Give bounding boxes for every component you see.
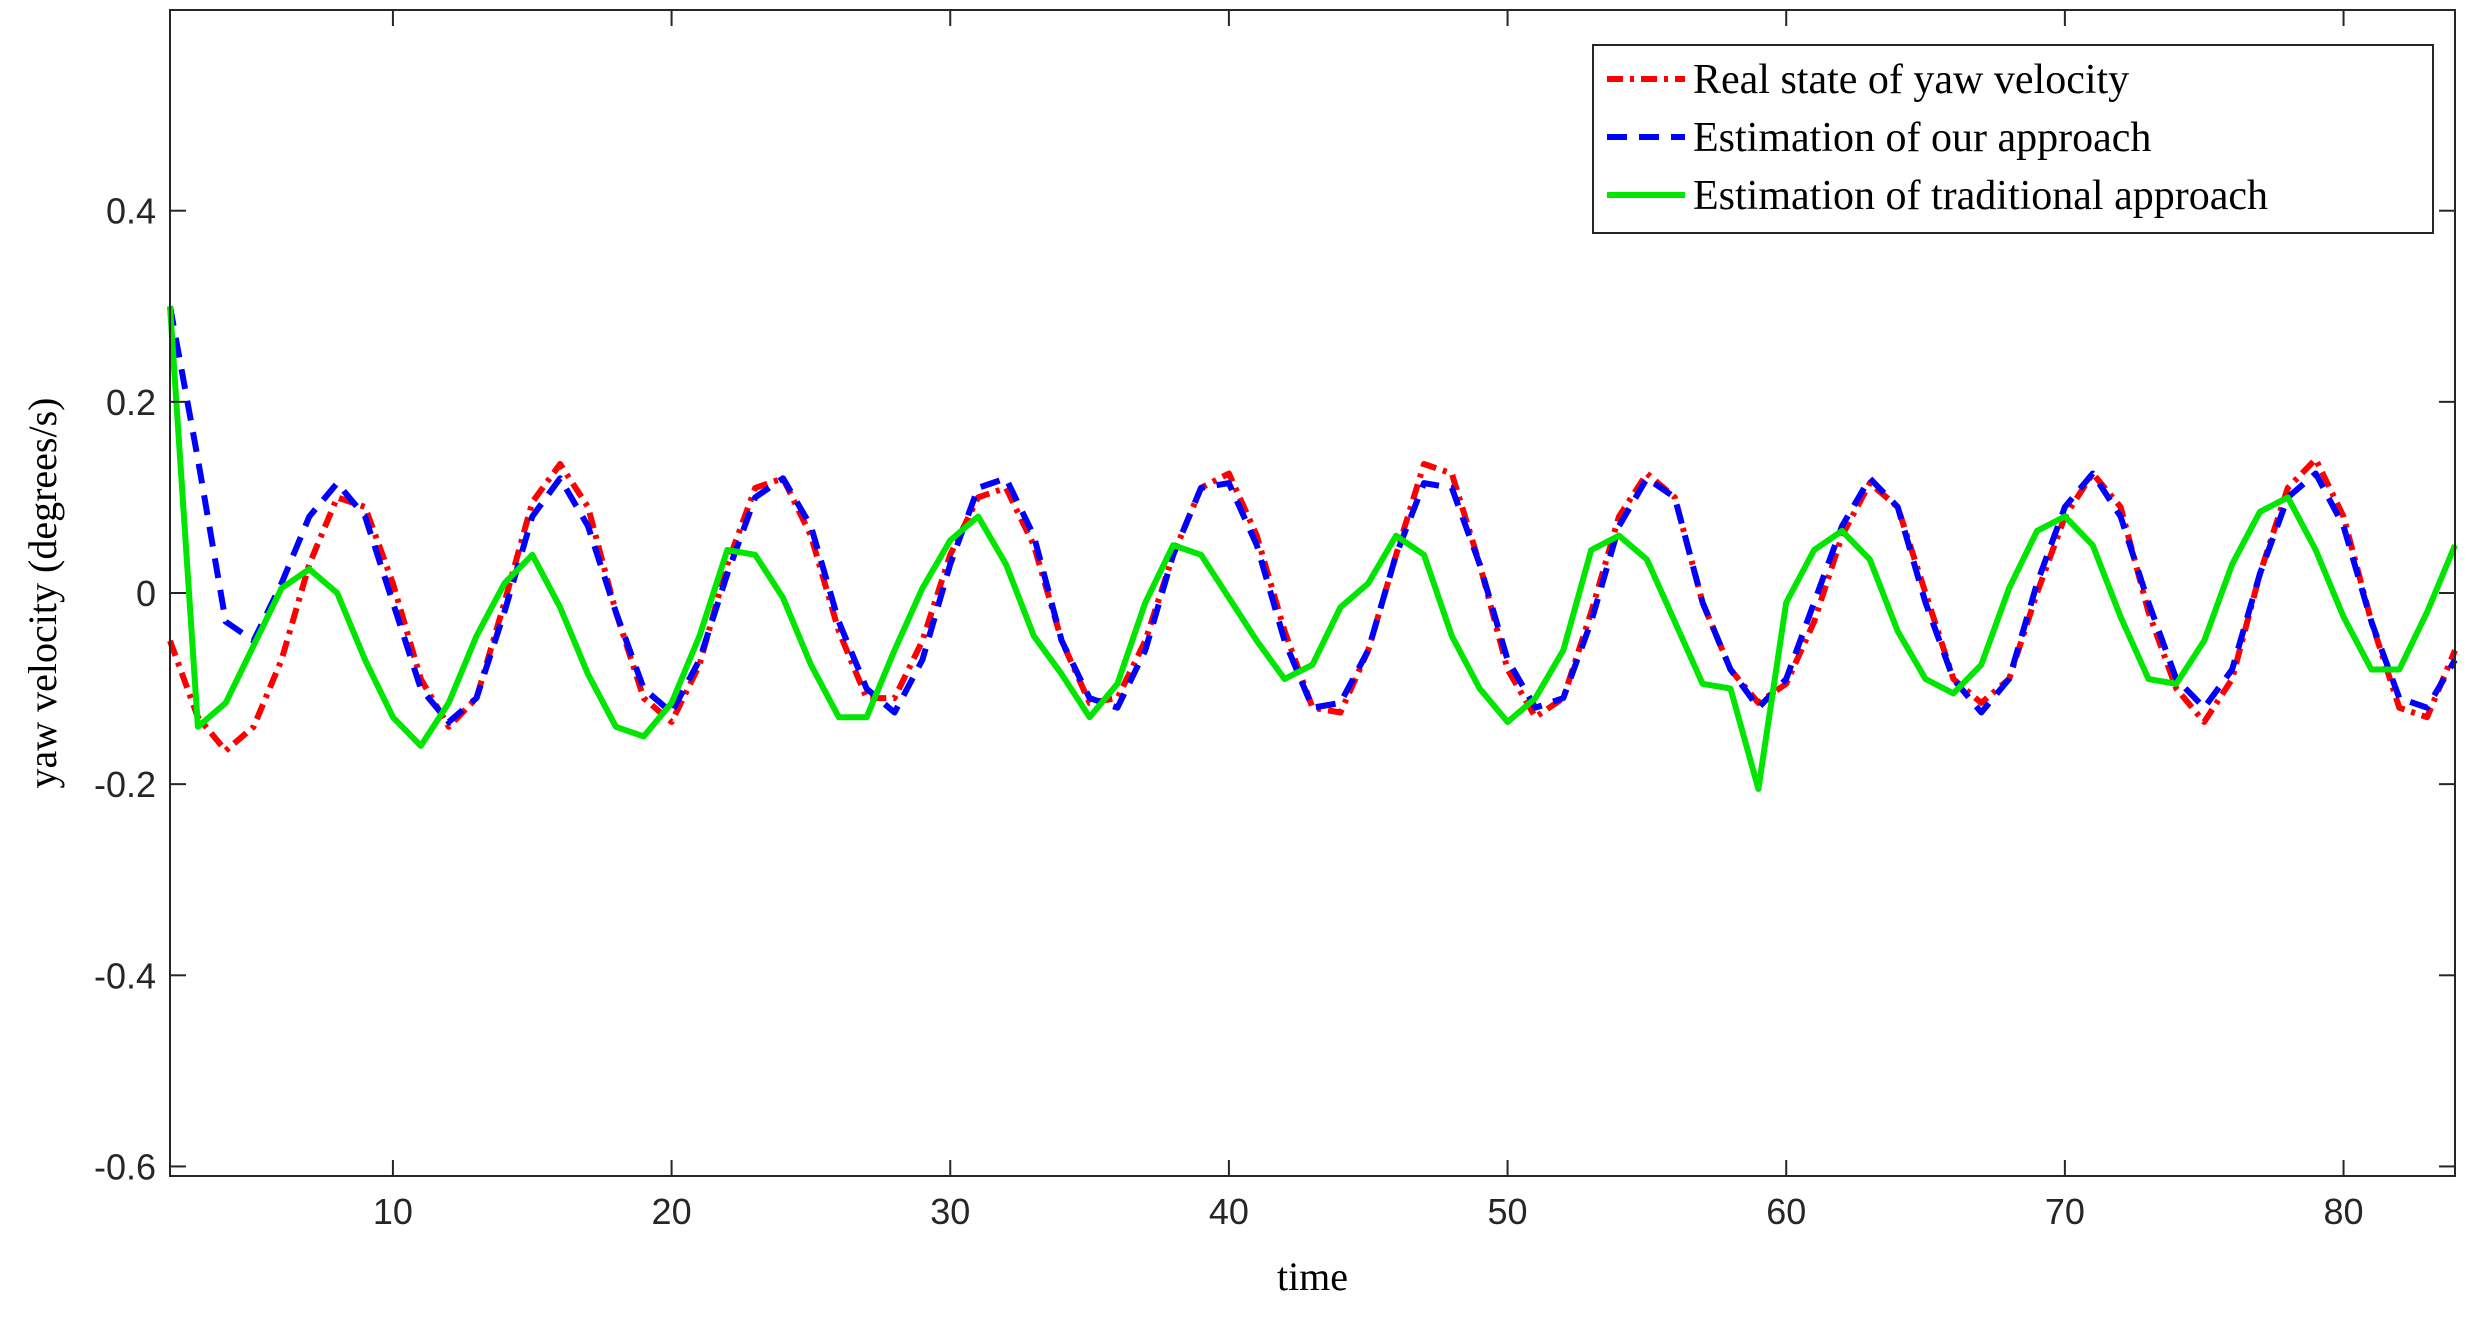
y-axis-title: yaw velocity (degrees/s) xyxy=(20,398,65,789)
series-layer xyxy=(167,305,2458,792)
series-line-2 xyxy=(167,305,2458,725)
x-tick-label: 70 xyxy=(2045,1191,2085,1232)
y-tick-label: 0 xyxy=(136,573,156,614)
x-tick-label: 80 xyxy=(2324,1191,2364,1232)
legend-label-1: Real state of yaw velocity xyxy=(1693,57,2129,103)
x-tick-label: 40 xyxy=(1209,1191,1249,1232)
legend-label-2: Estimation of our approach xyxy=(1693,115,2151,161)
y-tick-label: 0.4 xyxy=(106,191,156,232)
y-tick-label: -0.2 xyxy=(94,764,156,805)
legend-label-3: Estimation of traditional approach xyxy=(1693,173,2268,219)
y-tick-label: 0.2 xyxy=(106,382,156,423)
legend: Real state of yaw velocity Estimation of … xyxy=(1592,44,2434,234)
series-line-3 xyxy=(167,306,2458,792)
y-tick-label: -0.4 xyxy=(94,955,156,996)
x-axis-title: time xyxy=(1277,1254,1348,1299)
ticks-layer: 10 20 30 40 50 60 70 80 0.4 0.2 0 -0.2 -0.4 -0.6 xyxy=(94,10,2455,1232)
x-tick-label: 10 xyxy=(373,1191,413,1232)
x-tick-label: 60 xyxy=(1766,1191,1806,1232)
x-tick-label: 50 xyxy=(1488,1191,1528,1232)
y-tick-label: -0.6 xyxy=(94,1146,156,1187)
x-tick-label: 20 xyxy=(652,1191,692,1232)
legend-box xyxy=(1592,44,2434,234)
x-tick-label: 30 xyxy=(930,1191,970,1232)
